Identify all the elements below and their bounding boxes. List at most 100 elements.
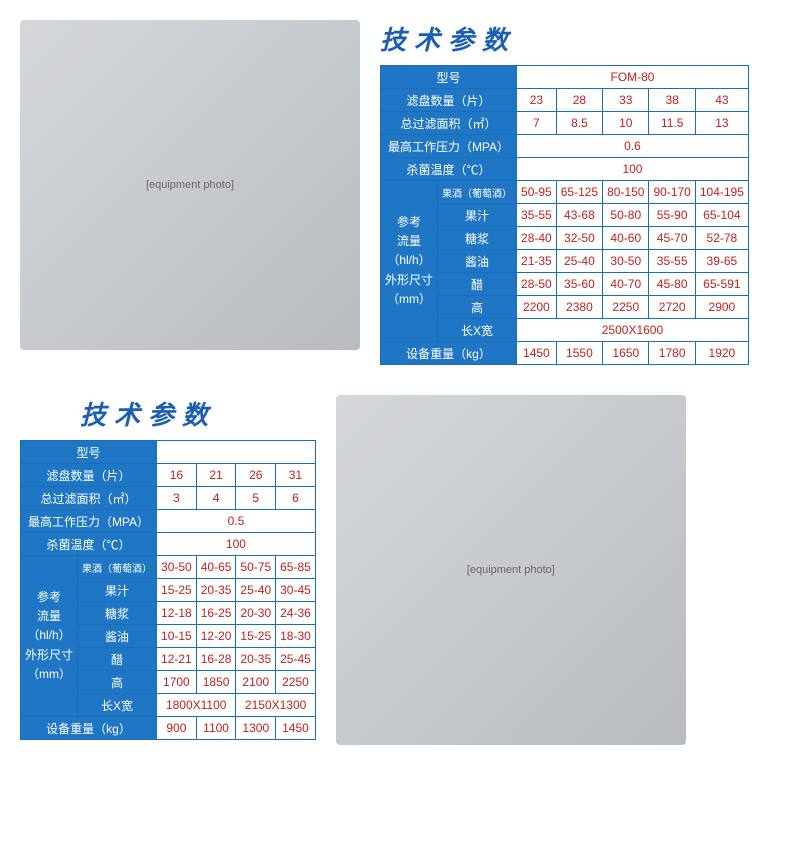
equipment-image-2: [equipment photo] — [336, 395, 686, 745]
t1-sr0-1: 65-125 — [556, 181, 602, 204]
t2-model — [157, 441, 316, 464]
t1-sr3-4: 39-65 — [695, 250, 748, 273]
t2-r4: 100 — [157, 533, 316, 556]
t1-sr1-3: 55-90 — [649, 204, 695, 227]
t1-r3-label: 最高工作压力（MPA） — [381, 135, 517, 158]
t1-sr4-2: 40-70 — [603, 273, 649, 296]
t2-sl-3: 酱油 — [78, 625, 157, 648]
t1-sl-1: 果汁 — [438, 204, 517, 227]
t1-sr2-3: 45-70 — [649, 227, 695, 250]
title-2: 技术参数 — [80, 395, 316, 432]
t2-sr3-2: 15-25 — [236, 625, 276, 648]
t2-sr1-1: 20-35 — [196, 579, 236, 602]
t1-sr4-0: 28-50 — [517, 273, 557, 296]
title-1: 技术参数 — [380, 20, 749, 57]
t1-r2-1: 8.5 — [556, 112, 602, 135]
t1-w-4: 1920 — [695, 342, 748, 365]
t2-sl-4: 醋 — [78, 648, 157, 671]
t1-sr1-1: 43-68 — [556, 204, 602, 227]
t1-sr4-1: 35-60 — [556, 273, 602, 296]
t1-sr3-1: 25-40 — [556, 250, 602, 273]
t2-r4-label: 杀菌温度（℃） — [21, 533, 157, 556]
t1-w-1: 1550 — [556, 342, 602, 365]
t2-r1-2: 26 — [236, 464, 276, 487]
t2-w-3: 1450 — [276, 717, 316, 740]
t1-sl-2: 糖浆 — [438, 227, 517, 250]
t1-sr2-1: 32-50 — [556, 227, 602, 250]
t2-sr2-0: 12-18 — [157, 602, 197, 625]
t1-sr0-4: 104-195 — [695, 181, 748, 204]
t1-sl-6: 长X宽 — [438, 319, 517, 342]
t2-sr5-3: 2250 — [276, 671, 316, 694]
t1-r2-0: 7 — [517, 112, 557, 135]
t2-sr2-3: 24-36 — [276, 602, 316, 625]
t2-r2-1: 4 — [196, 487, 236, 510]
t1-sl-5: 高 — [438, 296, 517, 319]
t2-sl-1: 果汁 — [78, 579, 157, 602]
t2-sr0-0: 30-50 — [157, 556, 197, 579]
t1-sr0-0: 50-95 — [517, 181, 557, 204]
t2-group-label: 参考流量（hl/h）外形尺寸（mm） — [21, 556, 78, 717]
t2-model-label: 型号 — [21, 441, 157, 464]
t1-r2-4: 13 — [695, 112, 748, 135]
t2-sr1-2: 25-40 — [236, 579, 276, 602]
t2-sr4-3: 25-45 — [276, 648, 316, 671]
t1-sl-3: 酱油 — [438, 250, 517, 273]
t2-w-1: 1100 — [196, 717, 236, 740]
t2-r1-1: 21 — [196, 464, 236, 487]
t2-sl-2: 糖浆 — [78, 602, 157, 625]
t1-sr2-4: 52-78 — [695, 227, 748, 250]
t2-sr3-0: 10-15 — [157, 625, 197, 648]
t2-sr2-2: 20-30 — [236, 602, 276, 625]
table2-wrap: 技术参数 型号 滤盘数量（片） 16212631 总过滤面积（㎡） 3456 最… — [20, 395, 316, 745]
t1-r1-4: 43 — [695, 89, 748, 112]
t1-sr3-3: 35-55 — [649, 250, 695, 273]
t1-sr5-3: 2720 — [649, 296, 695, 319]
t2-lxw-1: 2150X1300 — [236, 694, 315, 717]
t2-r3: 0.5 — [157, 510, 316, 533]
equipment-image-1: [equipment photo] — [20, 20, 360, 350]
t2-sr0-2: 50-75 — [236, 556, 276, 579]
t2-w-0: 900 — [157, 717, 197, 740]
t2-r1-3: 31 — [276, 464, 316, 487]
t1-r2-3: 11.5 — [649, 112, 695, 135]
t2-w-2: 1300 — [236, 717, 276, 740]
t1-sr5-4: 2900 — [695, 296, 748, 319]
t1-r1-3: 38 — [649, 89, 695, 112]
t1-model: FOM-80 — [517, 66, 749, 89]
t1-w-2: 1650 — [603, 342, 649, 365]
t1-w-label: 设备重量（kg） — [381, 342, 517, 365]
t1-r2-2: 10 — [603, 112, 649, 135]
t2-sr0-3: 65-85 — [276, 556, 316, 579]
t1-sr3-2: 30-50 — [603, 250, 649, 273]
t1-sr0-3: 90-170 — [649, 181, 695, 204]
t2-sl-6: 长X宽 — [78, 694, 157, 717]
t1-sr1-4: 65-104 — [695, 204, 748, 227]
t2-r1-0: 16 — [157, 464, 197, 487]
t2-sr4-1: 16-28 — [196, 648, 236, 671]
t2-sr4-2: 20-35 — [236, 648, 276, 671]
section-top: [equipment photo] 技术参数 型号FOM-80 滤盘数量（片） … — [20, 20, 780, 365]
t1-sr1-2: 50-80 — [603, 204, 649, 227]
t2-sr5-1: 1850 — [196, 671, 236, 694]
t2-sr1-0: 15-25 — [157, 579, 197, 602]
t1-sl-4: 醋 — [438, 273, 517, 296]
t2-sr1-3: 30-45 — [276, 579, 316, 602]
t1-lxw: 2500X1600 — [517, 319, 749, 342]
t1-r4: 100 — [517, 158, 749, 181]
t2-lxw-0: 1800X1100 — [157, 694, 236, 717]
t1-r2-label: 总过滤面积（㎡） — [381, 112, 517, 135]
spec-table-1: 型号FOM-80 滤盘数量（片） 2328333843 总过滤面积（㎡） 78.… — [380, 65, 749, 365]
t1-sr2-2: 40-60 — [603, 227, 649, 250]
t2-r1-label: 滤盘数量（片） — [21, 464, 157, 487]
t1-sr0-2: 80-150 — [603, 181, 649, 204]
t1-r1-0: 23 — [517, 89, 557, 112]
t2-sr3-3: 18-30 — [276, 625, 316, 648]
t1-sr4-4: 65-591 — [695, 273, 748, 296]
t2-sr0-1: 40-65 — [196, 556, 236, 579]
t2-r2-0: 3 — [157, 487, 197, 510]
spec-table-2: 型号 滤盘数量（片） 16212631 总过滤面积（㎡） 3456 最高工作压力… — [20, 440, 316, 740]
t1-sr3-0: 21-35 — [517, 250, 557, 273]
t1-w-0: 1450 — [517, 342, 557, 365]
t2-sr5-0: 1700 — [157, 671, 197, 694]
